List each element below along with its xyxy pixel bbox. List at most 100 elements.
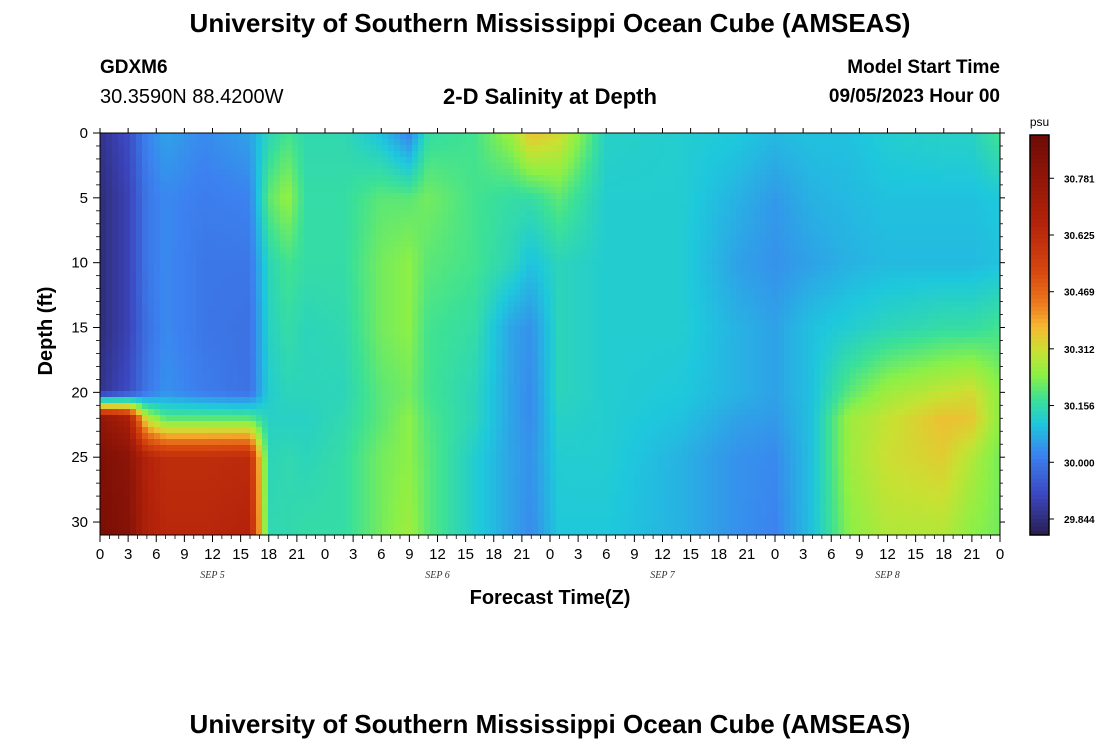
heatmap-cell	[466, 235, 473, 242]
heatmap-cell	[280, 133, 287, 140]
heatmap-cell	[460, 187, 467, 194]
heatmap-cell	[118, 439, 125, 446]
heatmap-cell	[322, 307, 329, 314]
heatmap-cell	[406, 331, 413, 338]
heatmap-cell	[526, 319, 533, 326]
heatmap-cell	[184, 385, 191, 392]
heatmap-cell	[406, 259, 413, 266]
heatmap-cell	[442, 451, 449, 458]
heatmap-cell	[484, 301, 491, 308]
heatmap-cell	[136, 499, 143, 506]
heatmap-cell	[412, 409, 419, 416]
heatmap-cell	[526, 253, 533, 260]
heatmap-cell	[232, 169, 239, 176]
heatmap-cell	[184, 421, 191, 428]
heatmap-cell	[148, 523, 155, 530]
heatmap-cell	[382, 511, 389, 518]
heatmap-cell	[352, 517, 359, 524]
heatmap-cell	[202, 175, 209, 182]
heatmap-cell	[214, 475, 221, 482]
heatmap-cell	[298, 523, 305, 530]
heatmap-cell	[520, 307, 527, 314]
heatmap-cell	[106, 331, 113, 338]
heatmap-cell	[352, 199, 359, 206]
heatmap-cell	[238, 217, 245, 224]
heatmap-cell	[178, 379, 185, 386]
heatmap-cell	[478, 223, 485, 230]
heatmap-cell	[136, 265, 143, 272]
heatmap-cell	[460, 343, 467, 350]
heatmap-cell	[166, 433, 173, 440]
heatmap-cell	[364, 493, 371, 500]
heatmap-cell	[358, 457, 365, 464]
heatmap-cell	[298, 337, 305, 344]
heatmap-cell	[316, 199, 323, 206]
heatmap-cell	[442, 175, 449, 182]
heatmap-cell	[346, 511, 353, 518]
heatmap-cell	[298, 415, 305, 422]
heatmap-cell	[172, 463, 179, 470]
heatmap-cell	[232, 409, 239, 416]
heatmap-cell	[316, 361, 323, 368]
heatmap-cell	[490, 169, 497, 176]
heatmap-cell	[394, 517, 401, 524]
heatmap-cell	[538, 253, 545, 260]
heatmap-cell	[340, 289, 347, 296]
heatmap-cell	[196, 211, 203, 218]
heatmap-cell	[322, 289, 329, 296]
heatmap-cell	[430, 397, 437, 404]
heatmap-cell	[226, 223, 233, 230]
heatmap-cell	[346, 199, 353, 206]
heatmap-cell	[136, 301, 143, 308]
heatmap-cell	[154, 331, 161, 338]
heatmap-cell	[496, 319, 503, 326]
heatmap-cell	[190, 361, 197, 368]
heatmap-cell	[274, 463, 281, 470]
heatmap-cell	[388, 295, 395, 302]
heatmap-cell	[190, 277, 197, 284]
heatmap-cell	[280, 307, 287, 314]
heatmap-cell	[190, 235, 197, 242]
heatmap-cell	[112, 151, 119, 158]
heatmap-cell	[496, 169, 503, 176]
heatmap-cell	[136, 475, 143, 482]
heatmap-cell	[298, 343, 305, 350]
heatmap-cell	[364, 163, 371, 170]
heatmap-cell	[214, 211, 221, 218]
heatmap-cell	[346, 205, 353, 212]
heatmap-cell	[382, 505, 389, 512]
heatmap-cell	[154, 145, 161, 152]
heatmap-cell	[148, 481, 155, 488]
heatmap-cell	[256, 319, 263, 326]
heatmap-cell	[220, 409, 227, 416]
heatmap-cell	[304, 337, 311, 344]
heatmap-cell	[352, 223, 359, 230]
heatmap-cell	[508, 523, 515, 530]
heatmap-cell	[310, 283, 317, 290]
heatmap-cell	[148, 349, 155, 356]
heatmap-cell	[436, 391, 443, 398]
heatmap-cell	[232, 475, 239, 482]
heatmap-cell	[454, 403, 461, 410]
heatmap-cell	[484, 439, 491, 446]
heatmap-cell	[484, 499, 491, 506]
heatmap-cell	[292, 319, 299, 326]
heatmap-cell	[472, 493, 479, 500]
heatmap-cell	[172, 475, 179, 482]
heatmap-cell	[118, 511, 125, 518]
heatmap-cell	[370, 331, 377, 338]
heatmap-cell	[148, 199, 155, 206]
heatmap-cell	[424, 319, 431, 326]
heatmap-cell	[142, 253, 149, 260]
heatmap-cell	[448, 325, 455, 332]
heatmap-cell	[340, 253, 347, 260]
heatmap-cell	[490, 175, 497, 182]
heatmap-cell	[112, 205, 119, 212]
heatmap-cell	[280, 439, 287, 446]
heatmap-cell	[208, 163, 215, 170]
heatmap-cell	[328, 253, 335, 260]
heatmap-cell	[130, 175, 137, 182]
heatmap-cell	[334, 349, 341, 356]
heatmap-cell	[232, 433, 239, 440]
heatmap-cell	[316, 523, 323, 530]
